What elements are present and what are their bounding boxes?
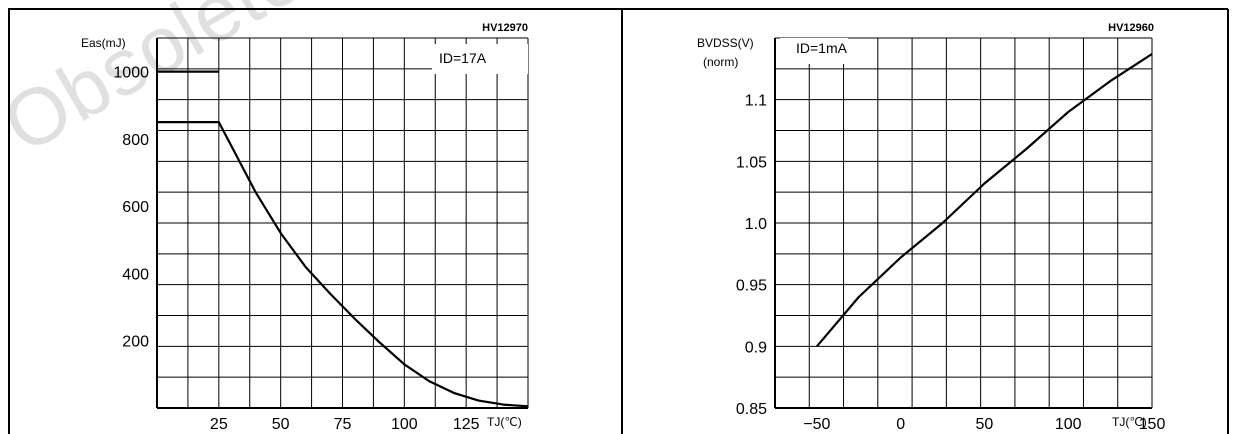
y-tick-label: 1.05 — [736, 154, 767, 171]
chart0-axes — [156, 37, 529, 409]
chart1-grid — [775, 38, 1152, 408]
chart0-grid — [157, 38, 528, 408]
chart0-xticks: 25 50 75 100 125 — [210, 416, 480, 433]
x-tick-label: −50 — [803, 416, 830, 433]
chart1-ylabel-sub: (norm) — [703, 55, 738, 69]
chart1-annotation: ID=1mA — [796, 40, 848, 56]
chart1-annotation-box — [780, 38, 848, 64]
x-tick-label: 75 — [334, 416, 352, 433]
chart1-ylabel: BVDSS(V) — [697, 36, 754, 50]
chart1-yticks: 0.85 0.9 0.95 1.0 1.05 1.1 — [736, 93, 767, 418]
chart1-xlabel: TJ(℃) — [1112, 415, 1147, 429]
y-tick-label: 1.1 — [745, 93, 767, 110]
chart0-figure-code: HV12970 — [482, 22, 528, 34]
chart0-annotation: ID=17A — [439, 50, 487, 66]
y-tick-label: 1.0 — [745, 216, 767, 233]
x-tick-label: 150 — [1139, 416, 1166, 433]
y-tick-label: 0.95 — [736, 278, 767, 295]
x-tick-label: 50 — [272, 416, 290, 433]
series-line-0 — [816, 53, 1153, 348]
x-tick-label: 25 — [210, 416, 228, 433]
chart0-series-group — [157, 70, 529, 408]
chart0-annotation-box — [432, 44, 528, 74]
y-tick-label: 0.9 — [745, 339, 767, 356]
chart1-xticks: −50 0 50 100 150 — [803, 416, 1165, 433]
y-tick-label: 0.85 — [736, 401, 767, 418]
breakdown-voltage-chart: −50 0 50 100 150 0.85 0.9 0.95 1.0 1.05 1.1 ID=1m… — [697, 22, 1165, 433]
series-line-0 — [157, 120, 529, 408]
y-tick-label: 800 — [122, 132, 149, 149]
x-tick-label: 100 — [391, 416, 418, 433]
y-tick-label: 200 — [122, 334, 149, 351]
avalanche-energy-chart: 25 50 75 100 125 200 400 600 800 1000 ID=17A HV1… — [81, 22, 529, 433]
chart0-yticks: 200 400 600 800 1000 — [113, 65, 149, 351]
chart1-series-group — [816, 53, 1153, 348]
y-tick-label: 600 — [122, 199, 149, 216]
x-tick-label: 125 — [453, 416, 480, 433]
x-tick-label: 0 — [896, 416, 905, 433]
x-tick-label: 100 — [1055, 416, 1082, 433]
chart0-ylabel: Eas(mJ) — [81, 36, 126, 50]
y-tick-label: 400 — [122, 266, 149, 283]
chart0-xlabel: TJ(℃) — [487, 415, 522, 429]
x-tick-label: 50 — [976, 416, 994, 433]
chart1-figure-code: HV12960 — [1108, 22, 1154, 34]
y-tick-label: 1000 — [113, 65, 149, 82]
